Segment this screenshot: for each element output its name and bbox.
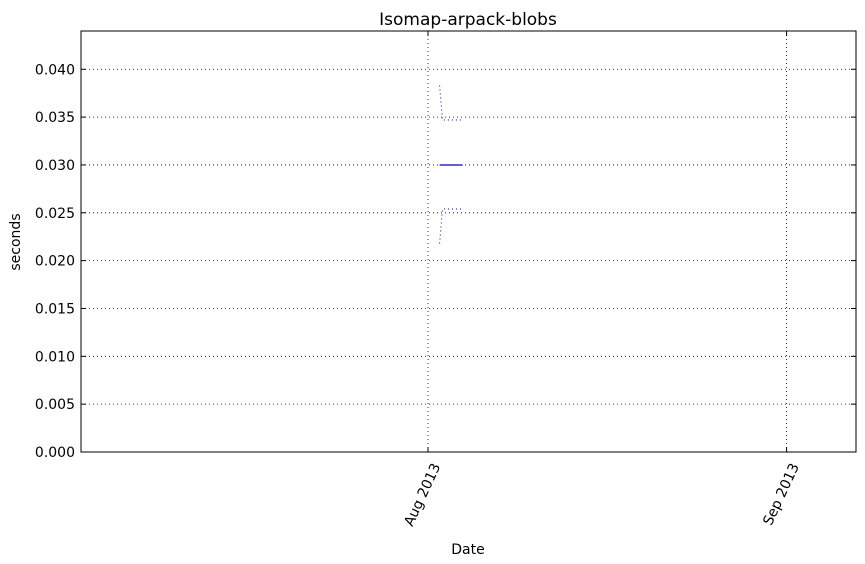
series-line-upper [439,85,463,121]
y-tick-label: 0.020 [35,254,75,270]
y-tick-label: 0.000 [35,445,75,461]
y-axis-label: seconds [8,213,24,270]
y-tick-label: 0.010 [35,349,75,365]
y-tick-label: 0.040 [35,62,75,78]
y-tick-label: 0.035 [35,110,75,126]
y-tick-labels: 0.000 0.005 0.010 0.015 0.020 0.025 0.030 0.035… [35,62,75,461]
chart-title: Isomap-arpack-blobs [379,10,557,30]
x-axis-label: Date [451,542,484,558]
series-group [439,85,463,244]
ticks [81,31,856,453]
y-tick-label: 0.005 [35,397,75,413]
y-tick-label: 0.025 [35,206,75,222]
y-tick-label: 0.015 [35,301,75,317]
plot-frame [80,30,857,453]
y-tick-label: 0.030 [35,158,75,174]
